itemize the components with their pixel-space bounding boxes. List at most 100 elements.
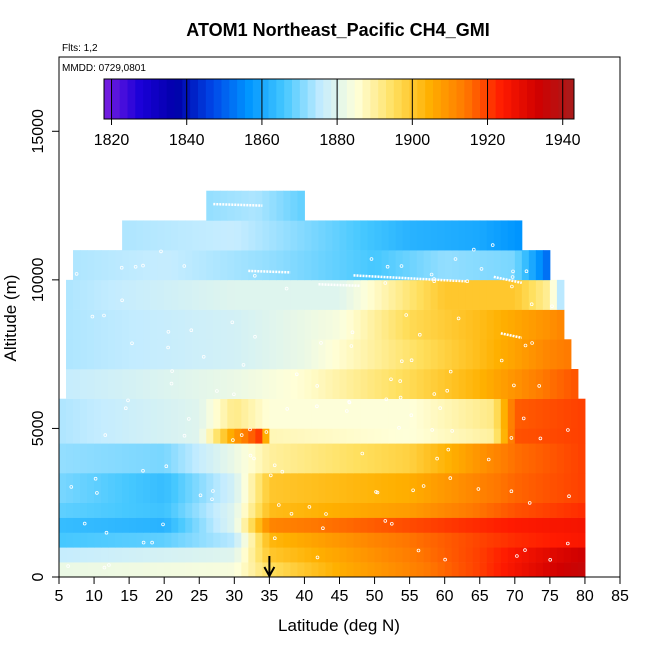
- heatmap-cell: [374, 532, 383, 548]
- heatmap-cell: [94, 309, 102, 340]
- heatmap-cell: [437, 309, 446, 340]
- heatmap-cell: [157, 562, 165, 578]
- heatmap-cell: [472, 339, 481, 370]
- heatmap-cell: [437, 279, 446, 310]
- heatmap-cell: [381, 309, 390, 340]
- heatmap-cell: [269, 398, 277, 429]
- heatmap-cell: [388, 250, 397, 281]
- heatmap-cell: [514, 250, 523, 281]
- heatmap-cell: [171, 309, 179, 340]
- heatmap-cell: [507, 369, 516, 400]
- colorbar-swatch: [104, 79, 113, 119]
- heatmap-cell: [262, 547, 270, 563]
- heatmap-cell: [206, 428, 214, 444]
- sample-point: [453, 257, 458, 261]
- heatmap-cell: [115, 562, 123, 578]
- heatmap-cell: [129, 279, 137, 310]
- sample-point: [383, 281, 388, 285]
- heatmap-cell: [493, 309, 502, 340]
- heatmap-cell: [73, 502, 81, 518]
- heatmap-cell: [458, 547, 467, 563]
- heatmap-cell: [500, 562, 509, 578]
- heatmap-cell: [332, 398, 340, 429]
- heatmap-cell: [136, 473, 144, 504]
- y-tick-label: 15000: [30, 109, 47, 154]
- heatmap-cell: [150, 443, 158, 474]
- heatmap-cell: [101, 428, 109, 444]
- heatmap-cell: [493, 220, 502, 251]
- heatmap-cell: [276, 339, 284, 370]
- heatmap-cell: [521, 473, 530, 504]
- heatmap-cell: [500, 398, 509, 429]
- heatmap-cell: [472, 443, 481, 474]
- sample-point: [272, 536, 277, 540]
- heatmap-cell: [269, 309, 277, 340]
- heatmap-cell: [521, 502, 530, 518]
- sample-point: [90, 314, 95, 319]
- heatmap-cell: [416, 473, 425, 504]
- heatmap-cell: [241, 428, 249, 444]
- heatmap-cell: [227, 547, 235, 563]
- heatmap-cell: [507, 339, 516, 370]
- heatmap-cell: [157, 532, 165, 548]
- heatmap-cell: [129, 428, 137, 444]
- heatmap-cell: [409, 517, 418, 533]
- heatmap-cell: [192, 517, 200, 533]
- heatmap-cell: [185, 547, 193, 563]
- heatmap-cell: [192, 369, 200, 400]
- heatmap-cell: [108, 473, 116, 504]
- heatmap-cell: [220, 309, 228, 340]
- heatmap-cell: [360, 443, 369, 474]
- heatmap-cell: [283, 547, 291, 563]
- colorbar-swatch: [158, 79, 168, 119]
- heatmap-cell: [227, 562, 235, 578]
- heatmap-cell: [577, 473, 586, 504]
- heatmap-cell: [227, 428, 235, 444]
- heatmap-cell: [290, 562, 298, 578]
- heatmap-cell: [290, 398, 298, 429]
- heatmap-cell: [297, 190, 305, 221]
- heatmap-cell: [465, 473, 474, 504]
- heatmap-cell: [423, 517, 432, 533]
- heatmap-cell: [73, 309, 81, 340]
- heatmap-cell: [269, 428, 277, 444]
- sample-point: [446, 447, 451, 452]
- heatmap-cell: [423, 443, 432, 474]
- heatmap-cell: [129, 562, 137, 578]
- heatmap-cell: [248, 398, 256, 429]
- heatmap-cell: [227, 250, 235, 281]
- heatmap-cell: [346, 443, 355, 474]
- heatmap-cell: [304, 250, 312, 281]
- heatmap-cell: [129, 250, 137, 281]
- heatmap-cell: [353, 279, 362, 310]
- colorbar-swatch: [534, 79, 544, 119]
- heatmap-cell: [87, 562, 95, 578]
- heatmap-cell: [318, 339, 326, 370]
- heatmap-cell: [514, 309, 523, 340]
- heatmap-cell: [486, 547, 495, 563]
- heatmap-cell: [542, 547, 551, 563]
- heatmap-cell: [409, 309, 418, 340]
- heatmap-cell: [486, 532, 495, 548]
- heatmap-cell: [136, 547, 144, 563]
- heatmap-cell: [360, 250, 369, 281]
- heatmap-cell: [213, 250, 221, 281]
- sample-point: [166, 345, 170, 350]
- heatmap-cell: [437, 369, 446, 400]
- heatmap-cell: [241, 517, 249, 533]
- heatmap-cell: [206, 309, 214, 340]
- heatmap-cell: [318, 279, 326, 310]
- heatmap-cell: [416, 369, 425, 400]
- heatmap-cell: [367, 220, 376, 251]
- heatmap-cell: [199, 547, 207, 563]
- heatmap-cell: [395, 532, 404, 548]
- heatmap-cell: [542, 443, 551, 474]
- heatmap-cell: [325, 309, 333, 340]
- colorbar-swatch: [299, 79, 309, 119]
- heatmap-cell: [577, 547, 586, 563]
- colorbar-swatch: [111, 79, 121, 119]
- heatmap-cell: [374, 220, 383, 251]
- heatmap-cell: [325, 443, 333, 474]
- heatmap-cell: [423, 428, 432, 444]
